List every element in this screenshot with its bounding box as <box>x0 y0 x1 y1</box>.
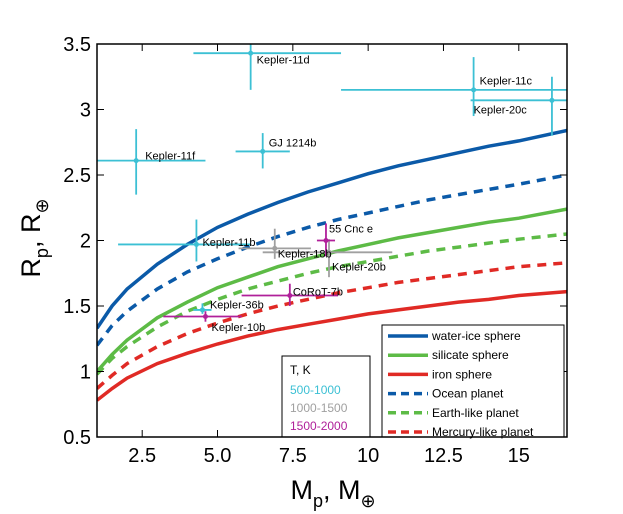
planet-kepler-11f-label: Kepler-11f <box>145 150 196 162</box>
planet-kepler-11d-point <box>248 50 254 56</box>
planet-kepler-10b <box>163 311 242 322</box>
plot-frame <box>96 43 568 438</box>
planet-kepler-18b-point <box>272 245 278 251</box>
planet-kepler-20c-label: Kepler-20c <box>474 105 528 117</box>
x-tick-label: 15 <box>508 445 530 467</box>
planet-kepler-10b-label: Kepler-10b <box>211 322 265 334</box>
planet-kepler-11c <box>341 57 567 117</box>
planet-kepler-18b <box>238 228 311 259</box>
curve-ocean-planet <box>97 173 567 347</box>
x-tick-label: 2.5 <box>128 445 156 467</box>
planet-kepler-20c <box>470 76 567 136</box>
planet-55-cnc-e <box>316 223 336 257</box>
curve-mercury-like-planet <box>97 261 567 390</box>
planet-kepler-11d <box>193 44 342 90</box>
y-tick-label: 0.5 <box>63 427 91 449</box>
planet-kepler-11d-label: Kepler-11d <box>257 55 310 67</box>
planet-corot-7b-label: CoRoT-7b <box>293 287 343 299</box>
model-legend: water-ice sphere silicate sphere iron sphe… <box>381 324 565 439</box>
planet-kepler-18b-label: Kepler-18b <box>278 249 332 261</box>
curve-earth-like-planet <box>97 232 567 376</box>
planet-kepler-36b-point <box>199 307 205 313</box>
planet-corot-7b-point <box>287 293 293 299</box>
legend-label-water-ice-sphere: water-ice sphere <box>431 329 521 343</box>
temperature-legend-group-2: 1000-1500 <box>290 401 348 415</box>
x-tick-label: 12.5 <box>424 445 463 467</box>
legend-label-silicate-sphere: silicate sphere <box>432 348 509 362</box>
planet-kepler-11c-label: Kepler-11c <box>480 76 533 88</box>
temperature-legend-title: T, K <box>290 363 311 377</box>
temperature-legend-box <box>281 355 371 438</box>
legend-label-ocean-planet: Ocean planet <box>432 387 504 401</box>
legend-label-earth-like-planet: Earth-like planet <box>432 406 519 420</box>
planet-corot-7b <box>241 283 339 306</box>
temperature-legend: T, K 500-1000 1000-1500 1500-2000 <box>281 355 371 438</box>
y-tick-label: 2.5 <box>63 165 91 187</box>
planet-kepler-11b-label: Kepler-11b <box>202 237 255 249</box>
legend-label-mercury-like-planet: Mercury-like planet <box>432 425 534 439</box>
planet-kepler-20b-point <box>326 249 332 255</box>
planet-kepler-36b-label: Kepler-36b <box>210 300 264 312</box>
temperature-legend-group-3: 1500-2000 <box>290 419 348 433</box>
planet-kepler-20c-point <box>549 97 555 103</box>
curve-silicate-sphere <box>97 207 567 373</box>
planet-gj-1214b-point <box>260 148 266 154</box>
model-legend-box <box>381 324 565 438</box>
planet-gj-1214b <box>235 133 290 169</box>
planet-kepler-11c-point <box>471 87 477 93</box>
planet-kepler-11b <box>118 219 251 262</box>
planet-kepler-20b <box>262 239 393 278</box>
temperature-legend-group-1: 500-1000 <box>290 383 341 397</box>
planet-kepler-11b-point <box>193 241 199 247</box>
x-tick-label: 10 <box>357 445 379 467</box>
curve-water-ice-sphere <box>97 128 567 330</box>
planet-kepler-11f <box>97 129 206 195</box>
planet-55-cnc-e-label: 55 Cnc e <box>329 224 373 236</box>
y-axis-label: Rp, R⊕ <box>16 198 52 277</box>
y-tick-label: 3.5 <box>63 34 91 56</box>
y-tick-label: 1 <box>80 362 91 384</box>
x-tick-label: 7.5 <box>279 445 307 467</box>
planet-gj-1214b-label: GJ 1214b <box>269 137 317 149</box>
curve-iron-sphere <box>97 289 567 402</box>
y-tick-label: 3 <box>80 100 91 122</box>
planet-kepler-10b-point <box>202 313 208 319</box>
x-axis-label: Mp, M⊕ <box>290 475 375 511</box>
y-tick-label: 2 <box>80 231 91 253</box>
planet-kepler-11f-point <box>133 158 139 164</box>
planet-kepler-36b <box>193 303 212 314</box>
planet-kepler-20b-label: Kepler-20b <box>332 262 386 274</box>
legend-label-iron-sphere: iron sphere <box>432 367 492 381</box>
y-tick-label: 1.5 <box>63 296 91 318</box>
planet-55-cnc-e-point <box>323 238 329 243</box>
x-tick-label: 5.0 <box>204 445 232 467</box>
